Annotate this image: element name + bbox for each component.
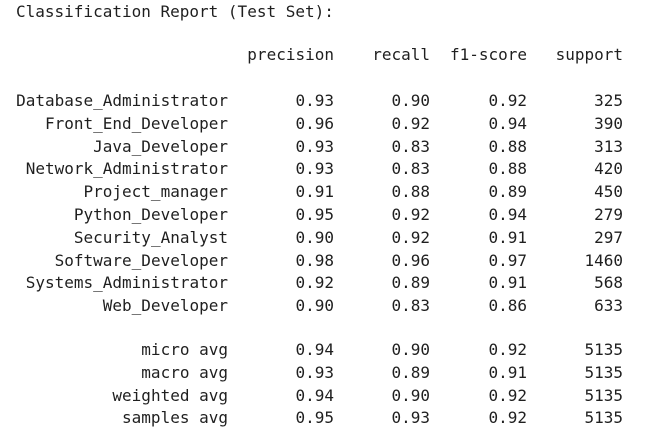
support-value: 279 xyxy=(594,205,623,224)
class-row: Security_Analyst 0.90 0.92 0.91 297 xyxy=(0,227,670,249)
precision-value: 0.92 xyxy=(295,273,334,293)
row-label: Front_End_Developer xyxy=(44,113,228,133)
precision-value: 0.93 xyxy=(295,159,334,179)
header-support: support xyxy=(555,45,623,64)
support-value: 420 xyxy=(594,159,623,179)
support-value: 568 xyxy=(594,273,623,293)
class-row: Database_Administrator 0.93 0.90 0.92 325 xyxy=(0,90,670,112)
row-label: Security_Analyst xyxy=(73,227,228,247)
row-label: micro avg xyxy=(141,340,228,359)
class-row: Java_Developer 0.93 0.83 0.88 313 xyxy=(0,136,670,158)
recall-value: 0.90 xyxy=(391,340,430,359)
recall-value: 0.88 xyxy=(391,182,430,202)
recall-value: 0.83 xyxy=(391,136,430,156)
recall-value: 0.93 xyxy=(391,408,430,428)
f1-score-value: 0.91 xyxy=(488,362,527,382)
header-precision: precision xyxy=(247,45,334,64)
row-label: macro avg xyxy=(141,362,228,382)
precision-value: 0.95 xyxy=(295,205,334,224)
f1-score-value: 0.92 xyxy=(488,385,527,405)
row-label: Python_Developer xyxy=(73,205,228,224)
header-recall: recall xyxy=(372,45,430,64)
f1-score-value: 0.94 xyxy=(488,205,527,224)
f1-score-value: 0.92 xyxy=(488,340,527,359)
support-value: 633 xyxy=(594,296,623,316)
f1-score-value: 0.89 xyxy=(488,182,527,202)
f1-score-value: 0.86 xyxy=(488,296,527,316)
f1-score-value: 0.92 xyxy=(488,408,527,428)
precision-value: 0.91 xyxy=(295,182,334,202)
recall-value: 0.90 xyxy=(391,385,430,405)
recall-value: 0.83 xyxy=(391,159,430,179)
average-row: micro avg 0.94 0.90 0.92 5135 xyxy=(0,339,670,361)
recall-value: 0.92 xyxy=(391,113,430,133)
average-row: macro avg 0.93 0.89 0.91 5135 xyxy=(0,362,670,384)
support-value: 297 xyxy=(594,227,623,247)
f1-score-value: 0.94 xyxy=(488,113,527,133)
class-row: Web_Developer 0.90 0.83 0.86 633 xyxy=(0,295,670,317)
precision-value: 0.95 xyxy=(295,408,334,428)
class-row: Systems_Administrator 0.92 0.89 0.91 568 xyxy=(0,272,670,294)
precision-value: 0.94 xyxy=(295,385,334,405)
row-label: Project_manager xyxy=(83,182,229,202)
support-value: 390 xyxy=(594,113,623,133)
header-row: precision recall f1-score support xyxy=(0,44,670,66)
f1-score-value: 0.88 xyxy=(488,159,527,179)
class-row: Software_Developer 0.98 0.96 0.97 1460 xyxy=(0,250,670,272)
header-f1-score: f1-score xyxy=(449,45,527,64)
average-row: samples avg 0.95 0.93 0.92 5135 xyxy=(0,407,670,429)
recall-value: 0.92 xyxy=(391,227,430,247)
f1-score-value: 0.91 xyxy=(488,227,527,247)
recall-value: 0.90 xyxy=(391,91,430,110)
precision-value: 0.93 xyxy=(295,91,334,110)
row-label: weighted avg xyxy=(112,385,228,405)
recall-value: 0.83 xyxy=(391,296,430,316)
class-row: Project_manager 0.91 0.88 0.89 450 xyxy=(0,181,670,203)
support-value: 1460 xyxy=(584,250,623,270)
f1-score-value: 0.92 xyxy=(488,91,527,110)
average-row: weighted avg 0.94 0.90 0.92 5135 xyxy=(0,385,670,407)
support-value: 5135 xyxy=(584,340,623,359)
row-label: Database_Administrator xyxy=(16,91,228,110)
report-title: Classification Report (Test Set): xyxy=(16,2,334,21)
support-value: 5135 xyxy=(584,362,623,382)
class-row: Front_End_Developer 0.96 0.92 0.94 390 xyxy=(0,113,670,135)
f1-score-value: 0.91 xyxy=(488,273,527,293)
precision-value: 0.98 xyxy=(295,250,334,270)
recall-value: 0.89 xyxy=(391,273,430,293)
precision-value: 0.93 xyxy=(295,136,334,156)
precision-value: 0.93 xyxy=(295,362,334,382)
precision-value: 0.90 xyxy=(295,296,334,316)
precision-value: 0.96 xyxy=(295,113,334,133)
row-label: Software_Developer xyxy=(54,250,228,270)
recall-value: 0.92 xyxy=(391,205,430,224)
support-value: 313 xyxy=(594,136,623,156)
row-label: Web_Developer xyxy=(102,296,228,316)
row-label: samples avg xyxy=(122,408,228,428)
recall-value: 0.96 xyxy=(391,250,430,270)
row-label: Systems_Administrator xyxy=(25,273,228,293)
support-value: 5135 xyxy=(584,385,623,405)
precision-value: 0.94 xyxy=(295,340,334,359)
row-label: Network_Administrator xyxy=(25,159,228,179)
class-row: Python_Developer 0.95 0.92 0.94 279 xyxy=(0,204,670,226)
row-label: Java_Developer xyxy=(93,136,228,156)
recall-value: 0.89 xyxy=(391,362,430,382)
f1-score-value: 0.88 xyxy=(488,136,527,156)
f1-score-value: 0.97 xyxy=(488,250,527,270)
support-value: 450 xyxy=(594,182,623,202)
class-row: Network_Administrator 0.93 0.83 0.88 420 xyxy=(0,158,670,180)
precision-value: 0.90 xyxy=(295,227,334,247)
support-value: 325 xyxy=(594,91,623,110)
support-value: 5135 xyxy=(584,408,623,428)
